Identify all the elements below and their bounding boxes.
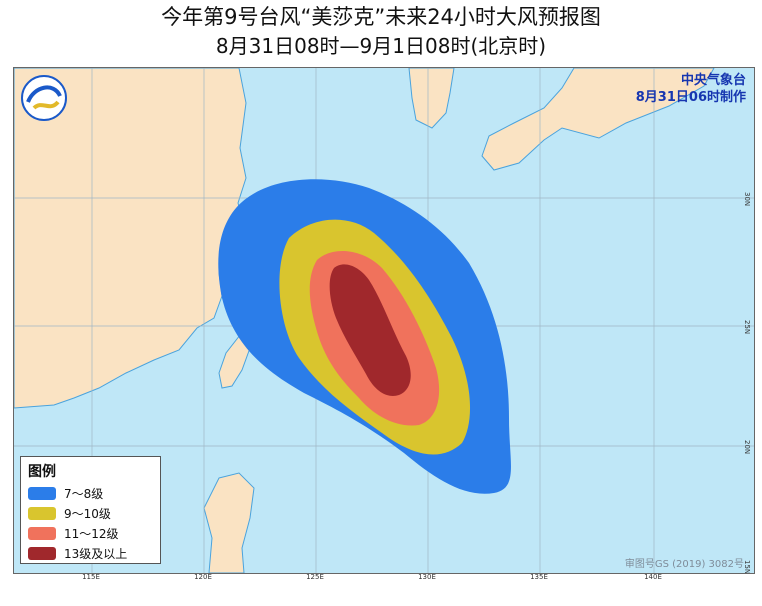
lon-label-115e: 115E: [82, 573, 100, 581]
agency-block: 中央气象台 8月31日06时制作: [636, 72, 746, 106]
legend-item: 11～12级: [28, 523, 160, 543]
legend-swatch: [28, 526, 56, 540]
lat-label-25n: 25N: [743, 320, 751, 335]
lon-label-135e: 135E: [530, 573, 548, 581]
legend-label: 11～12级: [64, 526, 119, 541]
lon-label-140e: 140E: [644, 573, 662, 581]
map-area: 中央气象台 8月31日06时制作 图例 7～8级 9～10级 11～12级 13…: [13, 67, 755, 574]
legend-item: 7～8级: [28, 483, 160, 503]
agency-name: 中央气象台: [680, 73, 746, 88]
legend-item: 9～10级: [28, 503, 160, 523]
legend-swatch: [28, 546, 56, 560]
cma-logo-icon: [21, 75, 67, 121]
lon-label-125e: 125E: [306, 573, 324, 581]
wind-zone-13-plus: [329, 264, 411, 396]
title-block: 今年第9号台风“美莎克”未来24小时大风预报图 8月31日08时—9月1日08时…: [0, 0, 762, 66]
korea: [408, 68, 455, 129]
mainland-china: [14, 68, 247, 409]
legend-title: 图例: [28, 464, 56, 480]
map-title: 今年第9号台风“美莎克”未来24小时大风预报图: [161, 5, 601, 29]
legend-swatch: [28, 506, 56, 520]
map-approval-number: 审图号GS (2019) 3082号: [624, 559, 744, 570]
japan: [481, 68, 715, 171]
legend-label: 7～8级: [64, 486, 104, 501]
map-subtitle: 8月31日08时—9月1日08时(北京时): [215, 34, 547, 58]
lat-label-20n: 20N: [743, 440, 751, 455]
legend-label: 13级及以上: [64, 546, 128, 561]
lon-label-120e: 120E: [194, 573, 212, 581]
map-canvas: [14, 68, 754, 573]
legend-swatch: [28, 486, 56, 500]
longitude-axis: 115E 120E 125E 130E 135E 140E: [13, 572, 755, 592]
luzon: [203, 472, 255, 573]
legend-label: 9～10级: [64, 506, 111, 521]
lon-label-130e: 130E: [418, 573, 436, 581]
legend: 图例 7～8级 9～10级 11～12级 13级及以上: [20, 456, 161, 564]
issue-time: 8月31日06时制作: [635, 90, 746, 105]
legend-item: 13级及以上: [28, 543, 160, 563]
lat-label-30n: 30N: [743, 192, 751, 207]
